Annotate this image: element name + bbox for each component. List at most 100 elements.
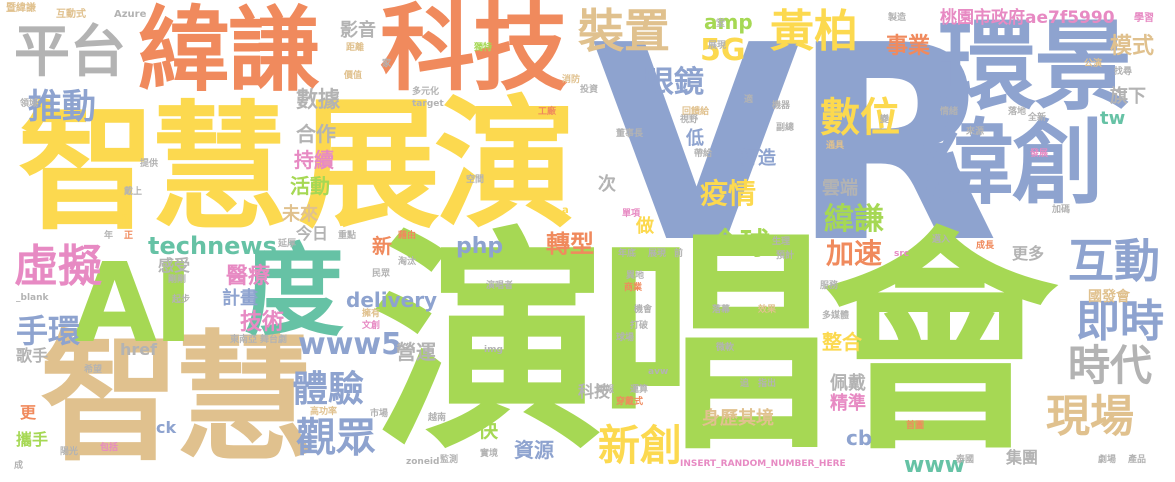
word-zhanqian: 展現 [648,249,667,259]
word-weilai: 未來 [282,204,318,225]
word-juli: 距離 [346,43,365,53]
word-xiaoguo: 效果 [758,305,777,315]
word-yiqing: 疫情 [700,177,757,210]
word-zhuanxiang: 邁入 [932,235,951,245]
word-hudongshi: 互動式 [56,9,86,20]
word-yunduan: 雲端 [822,178,858,199]
word-shouhuan: 手環 [16,312,81,350]
word-jihua: 計畫 [222,288,258,309]
word-jiazhi: 價值 [344,71,363,81]
word-ci: 次 [598,174,616,195]
word-yingyun: 營運 [396,340,436,364]
word-gaogonglv: 高功率 [310,407,338,417]
word-vr: VR [592,0,999,302]
word-xinbao: 新報 [596,385,615,395]
word-tuidong: 推動 [28,87,96,127]
word-dongshizhang: 董事長 [616,129,644,139]
word-tigong: 提供 [140,159,159,169]
word-keji: 科技 [380,0,568,104]
word-zuo: 做 [636,216,654,237]
word-moshi: 模式 [1110,34,1155,59]
word-yunsuan: 運算 [630,385,649,395]
word-jiasu: 加速 [826,237,883,270]
word-guofahui: 國發會 [1088,289,1130,305]
word-shuwei: 數位 [820,95,900,141]
word-yangguang: 陽光 [60,447,79,457]
word-www5: www5 [298,327,403,362]
word-quanqiu: 全球 [710,227,770,262]
word-hezuo: 合作 [296,122,336,146]
word-shenli: 身歷其境 [702,408,774,429]
word-jituan: 集團 [1006,448,1039,467]
word-php: php [456,234,504,259]
word-yanchanghui: 演唱會 [372,209,1057,482]
word-jingzhun: 精準 [830,393,866,414]
word-shuju: 數據 [296,88,341,113]
word-konggian: 空間 [466,175,485,185]
word-yanchang-small: 演唱者 [486,281,514,291]
word-huiying: 回饋給 [682,107,710,117]
word-luochuang: 落幕 [712,305,731,315]
word-chixu: 持續 [294,148,334,172]
word-zoneid: zoneid [406,457,440,467]
word-xinchuang: 新創 [598,421,683,470]
word-tang: 堂 [716,19,726,29]
word-qiuchang: 球場 [616,333,635,343]
word-zhongdian: 重點 [338,231,357,241]
word-fuzong: 副總 [776,123,795,133]
word-kuafeng: 暨緯謙 [6,3,36,14]
word-wenchuang: 文創 [362,321,381,331]
word-qian: 前 [674,249,684,259]
word-qingjing: 情緒 [940,107,959,117]
word-weichuang: 緯創 [922,110,1104,217]
word-zhuanxing: 轉型 [546,230,594,258]
word-gongchang: 工廠 [538,107,557,117]
word-target: target [412,99,444,109]
word-shiyi: 適 [744,95,754,105]
word-xianchang: 現場 [1046,391,1134,442]
word-yanchang: 延厚 [278,239,297,249]
word-jiagong: 加碼 [1052,205,1071,215]
word-jinri: 今日 [296,224,329,243]
word-jiqi: 機器 [772,101,791,111]
word-jiaxiang: 家 [382,59,392,69]
word-gongyu: 公演 [1084,59,1103,69]
word-lingyu: 領域 [20,99,39,109]
word-avw: avw [648,367,669,377]
word-chuandaishi: 穿戴式 [616,397,644,407]
word-weiqian-small: 緯謙 [824,202,884,237]
word-xiwang: 希望 [84,365,103,375]
word-laiyuan: 來源 [966,127,985,137]
word-xin: 新 [372,234,392,258]
word-jishu: 技術 [240,310,285,335]
word-zhanxian: 展現 [708,41,727,51]
word-dapo: 打破 [630,321,649,331]
word-a: a [562,205,569,216]
word-xieshou: 攜手 [16,430,49,449]
word-gengduo: 更多 [1012,244,1045,263]
word-ziyuan: 資源 [514,438,554,462]
word-cheng: 成 [14,461,24,471]
word-minzhong: 民眾 [372,269,391,279]
word-chengzhang: 成長 [976,241,995,251]
word-yiliao: 醫療 [226,264,271,289]
word-yongyou: 擁有 [362,309,381,319]
word-di: 低 [686,128,704,149]
word-touzi: 投資 [580,85,599,95]
word-dongnanya: 東南亞 [230,335,258,345]
word-shengli: 生理 [772,237,791,247]
word-geshou: 歌手 [16,346,49,365]
word-baokuo: 包括 [100,443,119,453]
word-shidai: 時代 [1068,341,1153,390]
word-yuenan: 越南 [428,413,447,423]
word-taiguo: 泰國 [956,455,975,465]
word-src: src [894,249,910,259]
word-zheng: 正 [124,231,134,241]
word-zhuan: 追 [740,379,750,389]
word-duomeiti: 多媒體 [822,311,850,321]
word-azure: Azure [114,9,147,20]
word-shouxian: 首圖 [906,421,925,431]
word-jiancha: 監測 [440,455,459,465]
word-daishang: 戴上 [124,187,143,197]
